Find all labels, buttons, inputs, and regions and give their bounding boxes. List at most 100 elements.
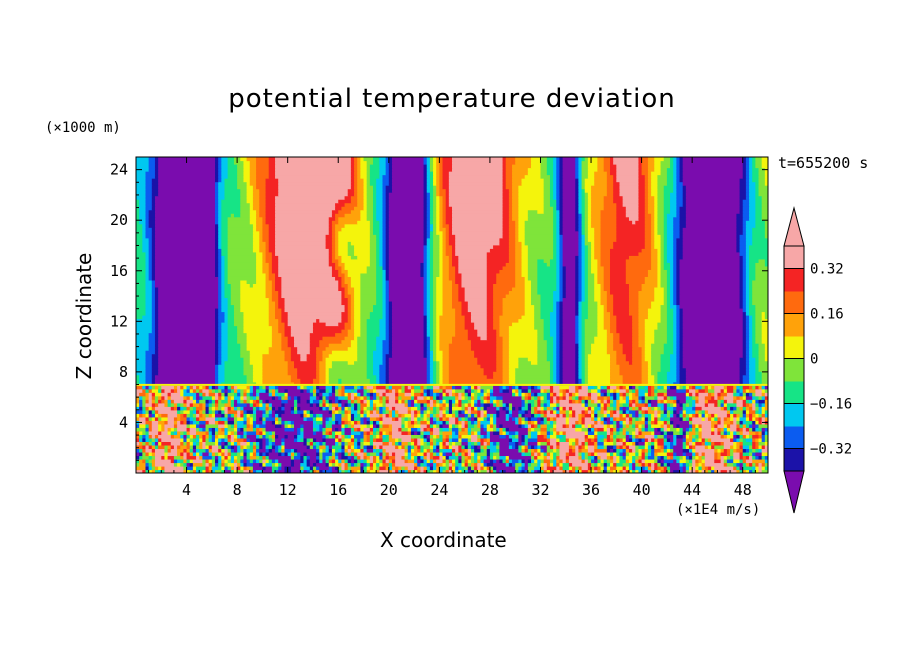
- contour-cell: [448, 378, 504, 383]
- contour-cell: [625, 416, 630, 421]
- contour-cell: [319, 423, 324, 428]
- contour-cell: [556, 406, 561, 411]
- contour-cell: [148, 343, 156, 348]
- contour-cell: [442, 378, 450, 383]
- contour-cell: [508, 458, 513, 464]
- contour-cell: [218, 332, 222, 337]
- contour-cell: [211, 451, 216, 457]
- contour-cell: [470, 409, 478, 414]
- contour-cell: [613, 416, 617, 421]
- contour-cell: [625, 434, 630, 439]
- contour-cell: [726, 458, 734, 464]
- contour-cell: [657, 402, 665, 407]
- contour-cell: [591, 416, 595, 421]
- contour-cell: [489, 413, 494, 418]
- contour-cell: [278, 325, 286, 330]
- contour-cell: [549, 409, 554, 414]
- contour-cell: [215, 322, 219, 327]
- contour-cell: [676, 339, 681, 344]
- contour-cell: [328, 399, 333, 404]
- contour-cell: [376, 343, 384, 348]
- contour-cell: [613, 462, 617, 467]
- contour-cell: [230, 430, 235, 435]
- contour-cell: [344, 444, 349, 450]
- contour-cell: [534, 409, 538, 414]
- contour-cell: [745, 339, 750, 344]
- contour-cell: [764, 388, 768, 393]
- contour-cell: [189, 420, 194, 425]
- contour-cell: [145, 385, 150, 390]
- contour-cell: [736, 444, 741, 450]
- contour-cell: [199, 388, 203, 393]
- contour-cell: [537, 329, 545, 334]
- contour-cell: [452, 388, 456, 393]
- contour-cell: [739, 395, 744, 400]
- contour-cell: [455, 462, 459, 467]
- contour-cell: [483, 462, 488, 467]
- contour-cell: [695, 434, 700, 439]
- contour-cell: [578, 367, 583, 372]
- contour-cell: [448, 427, 453, 432]
- contour-cell: [221, 413, 226, 418]
- contour-cell: [587, 441, 595, 446]
- contour-cell: [543, 402, 548, 407]
- contour-cell: [388, 388, 393, 393]
- contour-cell: [742, 329, 747, 334]
- contour-cell: [546, 402, 551, 407]
- contour-cell: [556, 332, 561, 337]
- contour-cell: [401, 441, 409, 446]
- contour-cell: [328, 381, 339, 386]
- contour-cell: [218, 444, 222, 450]
- contour-cell: [531, 448, 535, 453]
- contour-cell: [398, 465, 403, 471]
- contour-cell: [685, 427, 690, 432]
- contour-cell: [177, 416, 181, 421]
- contour-cell: [246, 423, 251, 428]
- contour-cell: [442, 413, 447, 418]
- contour-cell: [644, 343, 652, 348]
- contour-cell: [619, 444, 624, 450]
- contour-cell: [230, 455, 235, 460]
- contour-cell: [660, 364, 671, 369]
- contour-cell: [199, 469, 203, 473]
- contour-cell: [300, 395, 311, 400]
- contour-cell: [467, 416, 472, 421]
- contour-cell: [540, 406, 545, 411]
- contour-cell: [373, 444, 377, 450]
- contour-cell: [186, 465, 194, 471]
- contour-cell: [259, 385, 263, 390]
- contour-cell: [237, 465, 241, 471]
- contour-cell: [755, 371, 763, 376]
- contour-cell: [429, 434, 434, 439]
- contour-cell: [287, 336, 295, 341]
- contour-cell: [679, 364, 684, 369]
- contour-cell: [644, 441, 649, 446]
- contour-cell: [243, 364, 254, 369]
- contour-cell: [230, 413, 235, 418]
- contour-cell: [354, 451, 358, 457]
- contour-cell: [385, 353, 393, 358]
- contour-cell: [189, 402, 194, 407]
- contour-cell: [344, 448, 349, 453]
- contour-cell: [341, 392, 346, 397]
- contour-cell: [227, 392, 235, 397]
- contour-cell: [663, 430, 668, 435]
- contour-cell: [591, 462, 595, 467]
- contour-cell: [467, 465, 472, 471]
- contour-cell: [467, 437, 472, 442]
- contour-cell: [271, 434, 276, 439]
- contour-cell: [294, 462, 301, 467]
- contour-cell: [338, 399, 342, 404]
- contour-cell: [395, 458, 406, 464]
- contour-cell: [638, 448, 643, 453]
- contour-cell: [638, 392, 646, 397]
- contour-cell: [433, 462, 437, 467]
- contour-cell: [196, 465, 207, 471]
- contour-cell: [673, 458, 677, 464]
- contour-cell: [319, 385, 327, 390]
- contour-cell: [382, 413, 387, 418]
- contour-cell: [354, 332, 361, 337]
- contour-cell: [404, 451, 409, 457]
- contour-cell: [745, 420, 753, 425]
- contour-cell: [461, 451, 466, 457]
